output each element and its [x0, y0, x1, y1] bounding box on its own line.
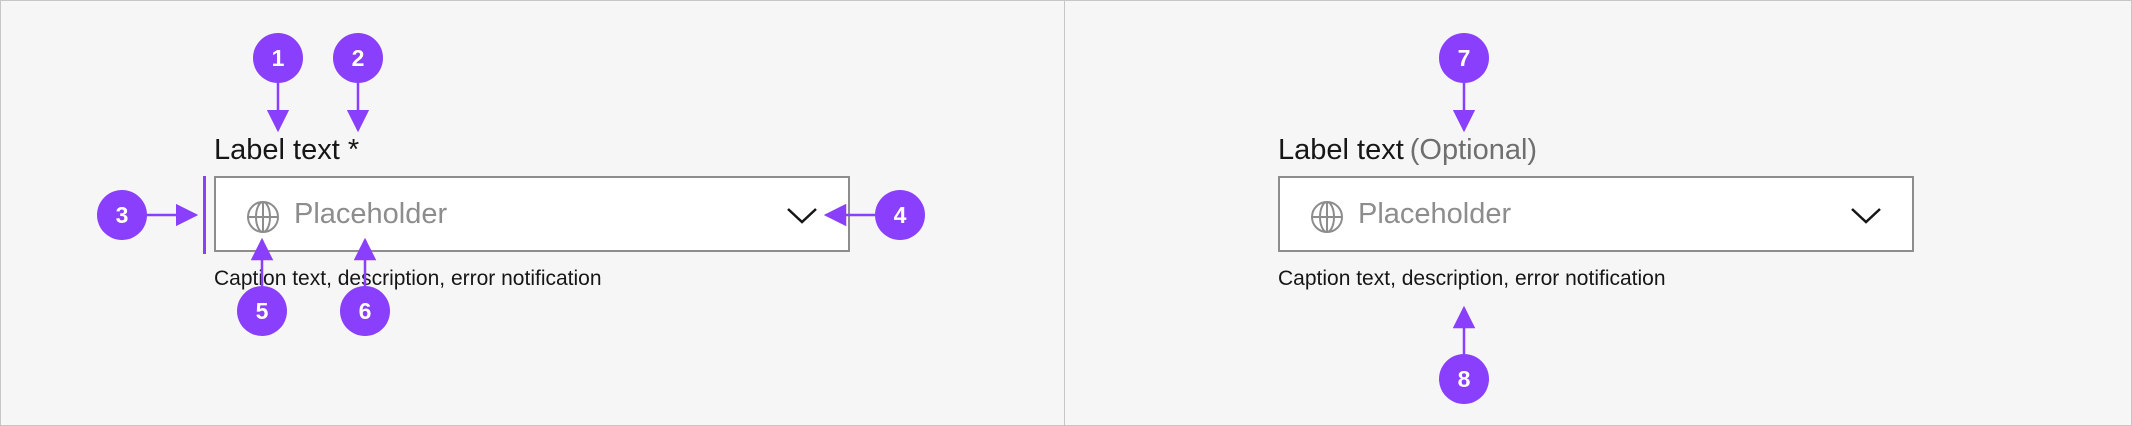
- globe-icon: [1311, 201, 1343, 233]
- marker-5: 5: [237, 286, 287, 336]
- required-indicator-bar: [203, 176, 206, 254]
- field-label: Label text *: [214, 134, 360, 166]
- placeholder-text: Placeholder: [294, 198, 448, 230]
- marker-1: 1: [253, 33, 303, 83]
- marker-4: 4: [875, 190, 925, 240]
- optional-tag: (Optional): [1409, 134, 1538, 166]
- panel-divider: [1064, 0, 1065, 426]
- marker-8: 8: [1439, 354, 1489, 404]
- marker-6: 6: [340, 286, 390, 336]
- caption-text: Caption text, description, error notific…: [1278, 267, 1666, 290]
- placeholder-text: Placeholder: [1358, 198, 1512, 230]
- chevron-down-icon[interactable]: [786, 206, 818, 226]
- dropdown-field[interactable]: Placeholder: [214, 176, 850, 252]
- marker-3: 3: [97, 190, 147, 240]
- marker-7: 7: [1439, 33, 1489, 83]
- dropdown-field[interactable]: Placeholder: [1278, 176, 1914, 252]
- field-label: Label text (Optional): [1278, 132, 1537, 168]
- chevron-down-icon[interactable]: [1850, 206, 1882, 226]
- marker-2: 2: [333, 33, 383, 83]
- label-text: Label text: [1278, 134, 1404, 166]
- caption-text: Caption text, description, error notific…: [214, 267, 602, 290]
- globe-icon: [247, 201, 279, 233]
